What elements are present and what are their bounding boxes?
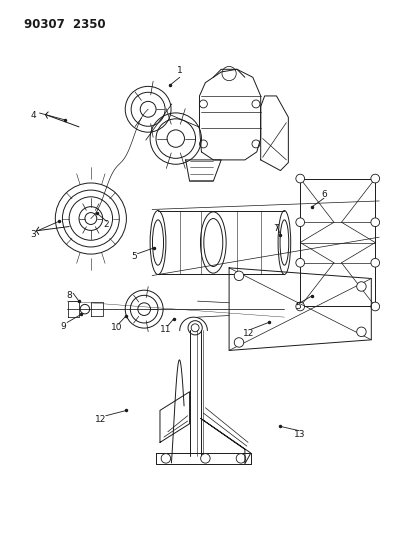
Text: 11: 11 [160,325,172,334]
Circle shape [234,338,244,347]
Circle shape [201,454,210,463]
Text: 90307  2350: 90307 2350 [24,18,105,30]
Text: 10: 10 [111,324,122,332]
Circle shape [371,218,380,227]
Circle shape [371,259,380,267]
Circle shape [161,454,171,463]
Text: 12: 12 [95,415,106,424]
Circle shape [236,454,246,463]
Text: 4: 4 [31,111,36,120]
Circle shape [296,302,305,311]
Text: 12: 12 [243,329,254,337]
Circle shape [234,271,244,280]
Text: 8: 8 [66,292,72,300]
Text: 3: 3 [31,230,36,239]
Text: 6: 6 [321,190,327,199]
Circle shape [371,302,380,311]
Text: 7: 7 [274,224,279,232]
Circle shape [296,218,305,227]
Circle shape [357,282,366,291]
Text: 9: 9 [60,322,66,330]
Text: 5: 5 [295,302,301,311]
Circle shape [296,259,305,267]
Text: 13: 13 [294,430,306,439]
Circle shape [357,327,366,336]
Text: 5: 5 [132,253,137,261]
Circle shape [296,174,305,183]
Circle shape [371,174,380,183]
Text: 2: 2 [104,221,109,229]
Text: 1: 1 [177,66,182,75]
